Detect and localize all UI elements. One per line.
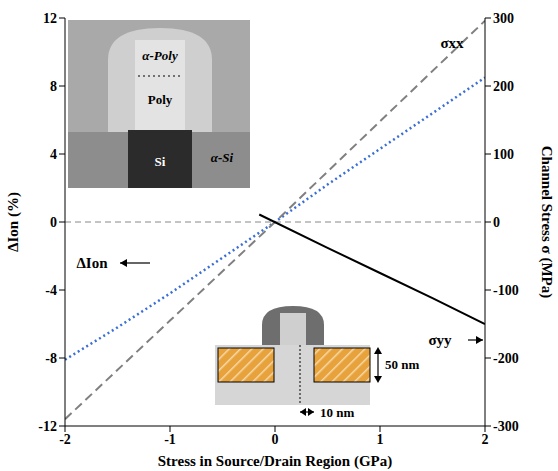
svg-text:0: 0 [50, 215, 57, 230]
svg-text:10 nm: 10 nm [320, 405, 354, 420]
svg-text:ΔIon (%): ΔIon (%) [5, 192, 22, 252]
svg-text:Channel Stress σ (MPa): Channel Stress σ (MPa) [538, 146, 555, 298]
svg-text:α-Poly: α-Poly [142, 48, 178, 63]
svg-text:-4: -4 [45, 283, 57, 298]
svg-text:-2: -2 [59, 432, 71, 447]
svg-text:-100: -100 [493, 283, 519, 298]
svg-text:ΔIon: ΔIon [76, 255, 108, 271]
svg-text:Stress in Source/Drain Region: Stress in Source/Drain Region (GPa) [158, 453, 392, 470]
svg-text:α-Si: α-Si [211, 150, 234, 165]
svg-text:-12: -12 [38, 419, 57, 434]
svg-text:Poly: Poly [148, 92, 173, 107]
svg-text:1: 1 [377, 432, 384, 447]
svg-text:200: 200 [493, 79, 514, 94]
svg-text:σyy: σyy [428, 332, 452, 348]
svg-text:-200: -200 [493, 351, 519, 366]
svg-text:100: 100 [493, 147, 514, 162]
svg-text:8: 8 [50, 79, 57, 94]
svg-text:-300: -300 [493, 419, 519, 434]
svg-text:2: 2 [482, 432, 489, 447]
svg-text:50 nm: 50 nm [385, 357, 419, 372]
svg-text:σxx: σxx [440, 35, 464, 51]
svg-text:300: 300 [493, 11, 514, 26]
svg-text:-8: -8 [45, 351, 57, 366]
svg-text:Si: Si [155, 154, 166, 169]
svg-text:4: 4 [50, 147, 57, 162]
svg-text:0: 0 [272, 432, 279, 447]
svg-text:12: 12 [43, 11, 57, 26]
svg-text:-1: -1 [164, 432, 176, 447]
svg-text:0: 0 [493, 215, 500, 230]
